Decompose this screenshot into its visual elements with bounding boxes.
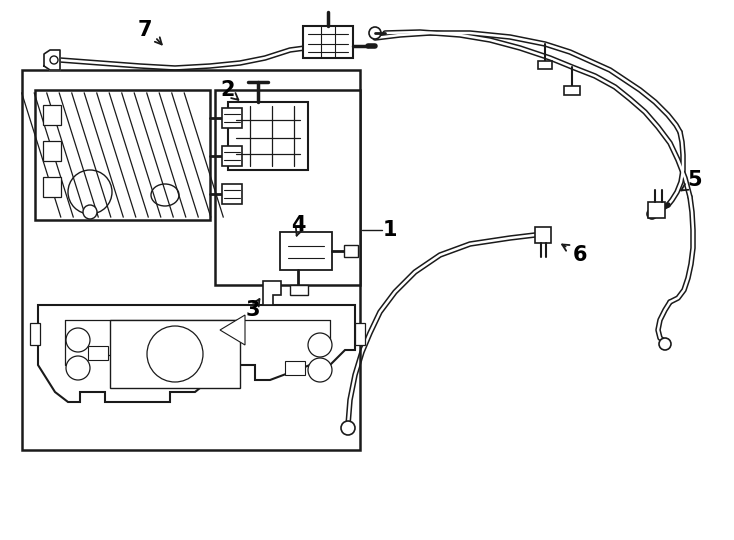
Circle shape — [369, 27, 381, 39]
Bar — [285, 361, 305, 375]
Bar — [43, 105, 61, 125]
Text: 2: 2 — [221, 80, 236, 100]
Bar — [43, 177, 61, 197]
Text: 6: 6 — [573, 245, 587, 265]
Circle shape — [341, 421, 355, 435]
Circle shape — [659, 338, 671, 350]
Bar — [228, 102, 308, 170]
Bar — [222, 184, 242, 204]
Bar — [35, 90, 210, 220]
Text: 3: 3 — [246, 300, 261, 320]
Bar — [344, 245, 358, 257]
Bar — [175, 371, 195, 385]
Polygon shape — [535, 227, 551, 243]
Text: 1: 1 — [382, 220, 397, 240]
Polygon shape — [44, 50, 60, 70]
Polygon shape — [220, 315, 245, 345]
Circle shape — [308, 333, 332, 357]
Text: 4: 4 — [291, 215, 305, 235]
Polygon shape — [263, 281, 281, 305]
Circle shape — [66, 356, 90, 380]
Bar — [88, 346, 108, 360]
Circle shape — [83, 205, 97, 219]
Bar — [215, 90, 360, 285]
Bar — [222, 146, 242, 166]
Text: 5: 5 — [688, 170, 702, 190]
Bar — [110, 320, 240, 388]
Polygon shape — [648, 202, 665, 218]
Bar — [538, 61, 552, 69]
Bar — [30, 323, 40, 345]
Circle shape — [308, 358, 332, 382]
Text: 7: 7 — [138, 20, 152, 40]
Circle shape — [66, 328, 90, 352]
Bar — [290, 285, 308, 295]
Bar — [280, 232, 332, 270]
Bar — [43, 141, 61, 161]
Bar — [222, 108, 242, 128]
Bar — [564, 86, 580, 95]
Bar — [303, 26, 353, 58]
Bar — [22, 70, 360, 450]
Bar — [355, 323, 365, 345]
Circle shape — [647, 209, 657, 219]
Polygon shape — [38, 305, 355, 402]
